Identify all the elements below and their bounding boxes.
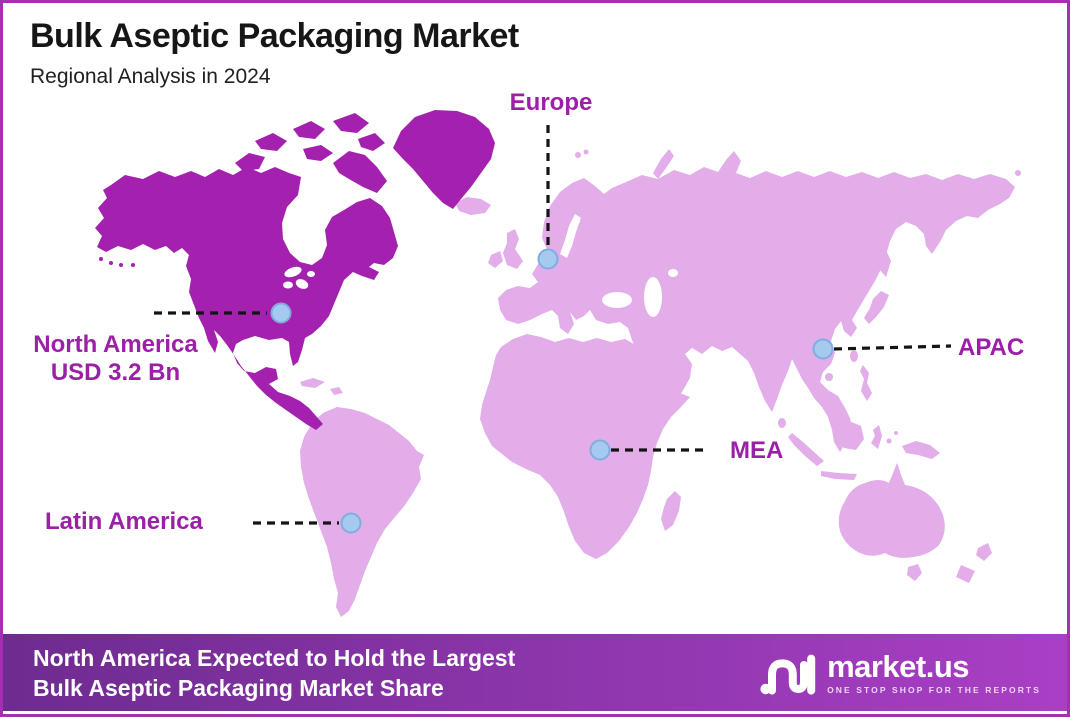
- footer-banner: North America Expected to Hold the Large…: [3, 634, 1067, 711]
- great-lake-1: [284, 266, 302, 278]
- map-madagascar: [661, 491, 681, 531]
- map-aleutian-4: [131, 263, 135, 267]
- map-taiwan: [850, 350, 858, 362]
- map-hispaniola: [330, 387, 343, 395]
- markers: [270, 248, 834, 534]
- map-new-guinea: [902, 441, 940, 459]
- north-america-value: USD 3.2 Bn: [50, 359, 181, 386]
- map-inland-seas: [560, 214, 716, 363]
- map-sumatra: [788, 433, 824, 466]
- marker-latin-america: [340, 512, 362, 534]
- map-cuba: [300, 378, 325, 388]
- map-iceland: [455, 197, 491, 215]
- marker-apac: [812, 338, 834, 360]
- map-greenland: [393, 110, 495, 209]
- black-sea: [602, 292, 632, 308]
- connectors: [154, 125, 952, 525]
- footer-headline-line1: North America Expected to Hold the Large…: [33, 644, 516, 671]
- brand-logo: market.us ONE STOP SHOP FOR THE REPORTS: [760, 648, 1041, 698]
- map-australia: [838, 463, 945, 558]
- map-philippines: [860, 365, 872, 401]
- map-aleutian-1: [99, 257, 103, 261]
- map-tasmania: [907, 564, 922, 581]
- map-uk-ireland: [488, 229, 523, 269]
- marker-europe: [537, 248, 559, 270]
- map-japan: [864, 291, 889, 324]
- map-arctic-islands: [235, 113, 387, 193]
- region-label-north-america: North America USD 3.2 Bn: [8, 331, 223, 387]
- region-label-latin-america: Latin America: [45, 508, 203, 535]
- header: Bulk Aseptic Packaging Market Regional A…: [30, 17, 519, 89]
- map-south-america: [300, 407, 424, 617]
- map-moluccas: [886, 438, 892, 444]
- brand-text: market.us ONE STOP SHOP FOR THE REPORTS: [827, 651, 1041, 695]
- map-new-zealand: [956, 543, 992, 583]
- map-sulawesi: [871, 425, 882, 449]
- map-north-america-mainland: [95, 167, 398, 430]
- map-borneo: [836, 421, 864, 450]
- map-aleutian-3: [119, 263, 123, 267]
- map-novaya-zemlya: [653, 149, 674, 179]
- map-java: [821, 471, 857, 480]
- great-lake-2: [283, 281, 293, 289]
- baltic-sea: [560, 214, 581, 258]
- map-great-lakes: [283, 266, 315, 289]
- north-america-name: North America: [33, 331, 198, 358]
- persian-gulf: [697, 351, 716, 363]
- region-label-mea: MEA: [730, 437, 784, 464]
- map-wrangel: [1015, 170, 1021, 176]
- footer-headline-line2: Bulk Aseptic Packaging Market Share: [33, 674, 444, 701]
- brand-tagline: ONE STOP SHOP FOR THE REPORTS: [827, 684, 1041, 695]
- page-title: Bulk Aseptic Packaging Market: [30, 17, 519, 55]
- region-label-europe: Europe: [509, 89, 593, 116]
- map-svalbard-2: [583, 149, 589, 155]
- market-us-logo-icon: [760, 654, 816, 695]
- aral-sea: [668, 269, 678, 277]
- marker-mea: [589, 439, 611, 461]
- region-label-apac: APAC: [958, 334, 1025, 361]
- great-lake-3: [295, 279, 309, 289]
- map-other-regions: [300, 149, 1021, 617]
- footer-headline: North America Expected to Hold the Large…: [33, 643, 515, 703]
- map-aleutian-2: [109, 261, 113, 265]
- map-hainan: [825, 373, 833, 381]
- connector-apac: [833, 344, 952, 351]
- map-sakhalin: [879, 250, 891, 277]
- page-subtitle: Regional Analysis in 2024: [30, 65, 271, 88]
- map-sri-lanka: [778, 418, 786, 428]
- map-eurasia: [498, 151, 1015, 452]
- caspian-sea: [644, 277, 662, 317]
- brand-name: market.us: [827, 648, 970, 684]
- great-lake-4: [307, 271, 315, 277]
- map-svalbard: [575, 152, 581, 158]
- map-moluccas-2: [894, 431, 898, 435]
- map-africa: [480, 334, 690, 559]
- world-map: [95, 110, 1021, 617]
- marker-north-america: [270, 302, 292, 324]
- map-north-america-highlight: [95, 110, 495, 430]
